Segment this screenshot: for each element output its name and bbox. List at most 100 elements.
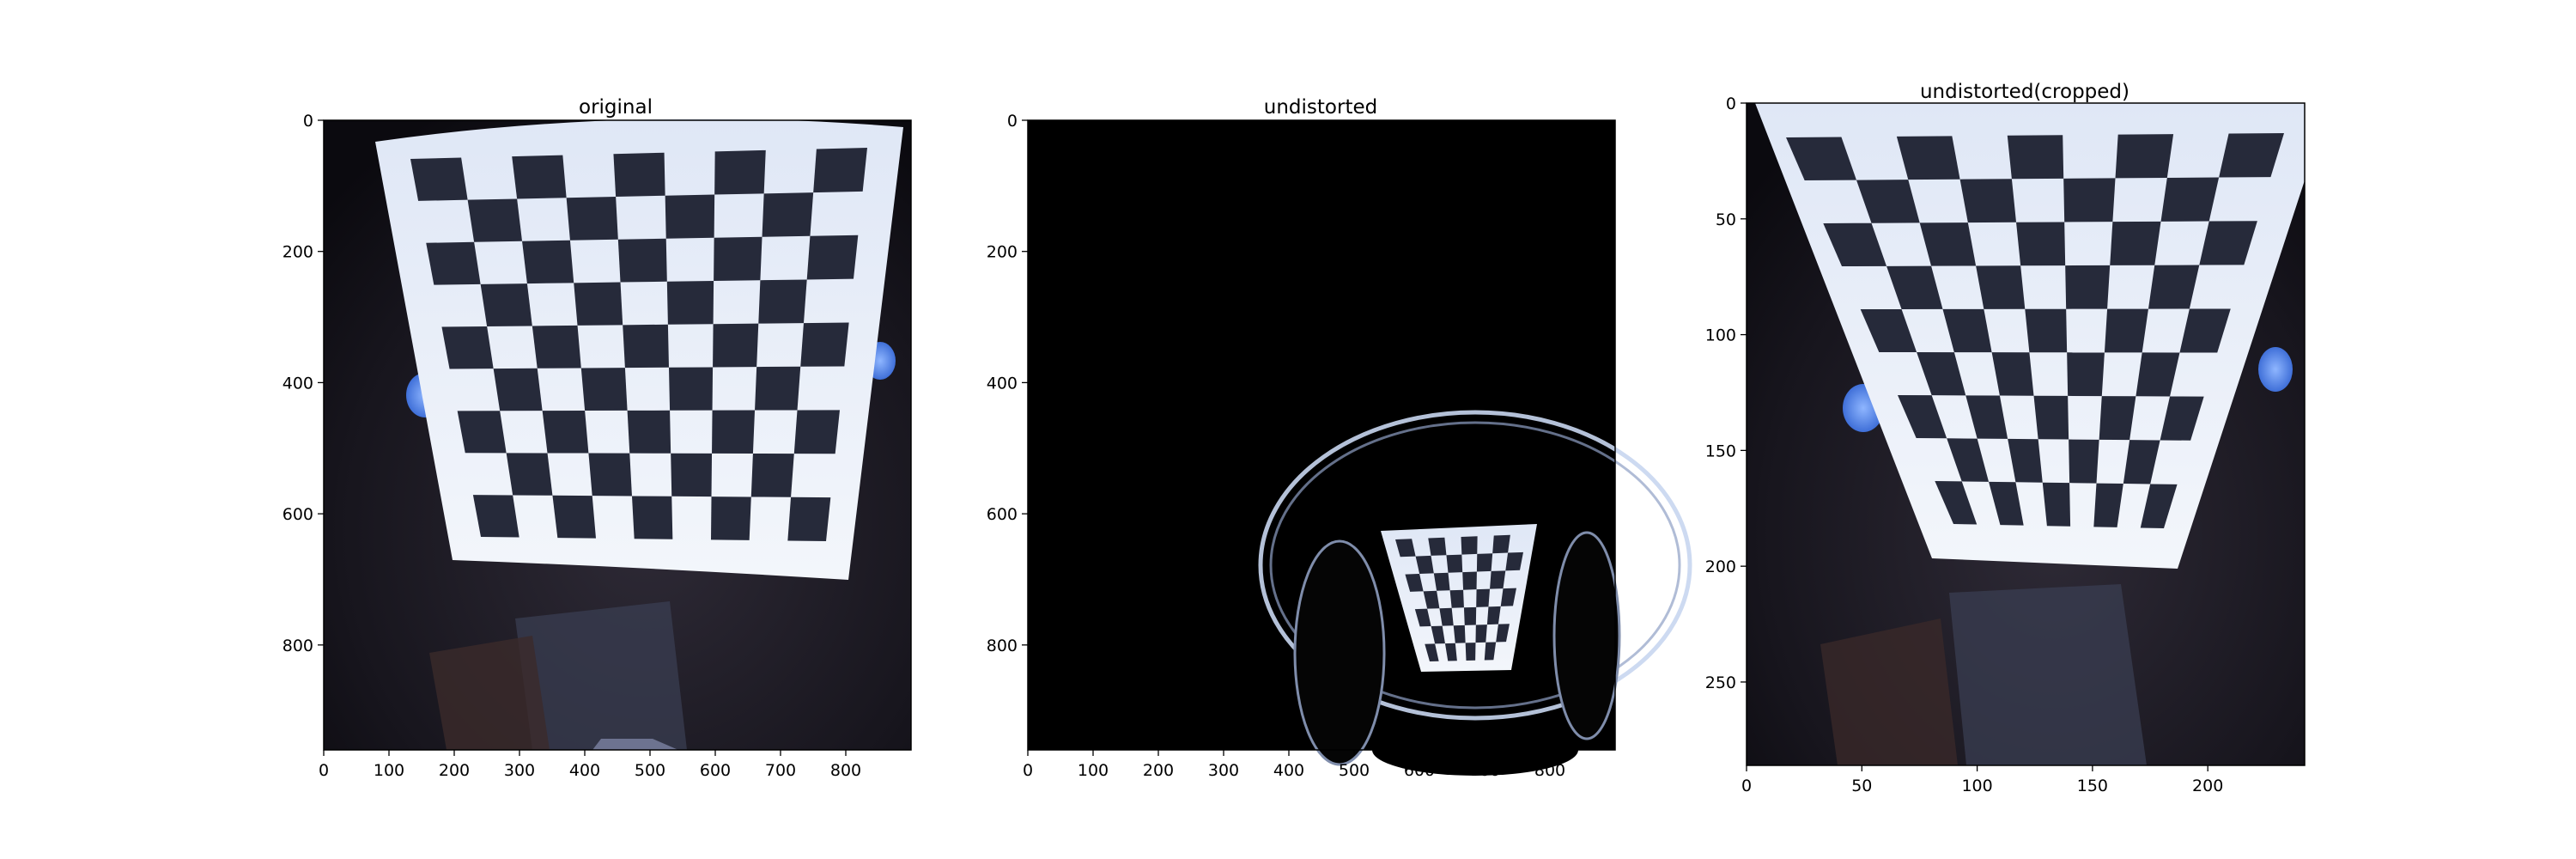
checker-square (2008, 438, 2043, 483)
checker-square (410, 157, 468, 201)
checker-square (1505, 551, 1523, 571)
x-tick-label: 700 (1469, 761, 1500, 780)
checker-square (806, 235, 859, 280)
y-tick-label: 200 (987, 243, 1018, 262)
x-tick-label: 400 (1273, 761, 1304, 780)
axis-ticks: 0 100 200 300 400 500 600 700 800 0 200 400 600 800 (987, 112, 1565, 780)
y-tick-label: 200 (283, 243, 313, 262)
checker-square (2099, 396, 2136, 441)
checker-square (631, 496, 673, 539)
checker-square (713, 323, 759, 368)
checker-square (750, 454, 794, 497)
checker-square (1860, 308, 1917, 353)
checker-square (787, 497, 831, 541)
checker-square (1431, 625, 1445, 644)
checker-square (623, 324, 669, 369)
checker-square (2123, 440, 2160, 484)
checker-square (1959, 179, 2017, 223)
checker-square (1886, 265, 1943, 309)
checker-square (2033, 395, 2069, 440)
checker-square (1405, 573, 1424, 592)
checker-square (566, 197, 618, 241)
x-tick-label: 150 (2077, 777, 2108, 795)
panel-undistorted: undistorted 0 100 200 300 400 500 600 700 800 0 20… (987, 96, 1692, 780)
checker-square (2016, 222, 2066, 266)
x-tick-label: 600 (1404, 761, 1435, 780)
image-undistorted (1028, 120, 1692, 776)
panel-title: undistorted(cropped) (1920, 81, 2129, 103)
image-original (324, 119, 911, 750)
checker-square (666, 281, 714, 325)
checker-square (1823, 222, 1887, 266)
checker-square (1484, 642, 1497, 661)
panel-title: original (579, 96, 653, 119)
checker-square (1947, 438, 1990, 482)
checker-square (1989, 481, 2024, 526)
x-tick-label: 600 (700, 761, 731, 780)
checker-square (1786, 137, 1856, 180)
x-tick-label: 0 (1023, 761, 1033, 780)
checker-square (552, 495, 596, 539)
y-tick-label: 600 (283, 505, 313, 524)
checker-square (1395, 539, 1416, 557)
y-tick-label: 50 (1716, 210, 1736, 229)
checker-square (1898, 395, 1947, 439)
checker-square (755, 366, 801, 411)
checker-square (457, 411, 507, 454)
checker-square (574, 282, 623, 326)
checker-square (2148, 265, 2200, 309)
checker-square (1492, 534, 1510, 554)
checker-square (613, 152, 665, 197)
checker-square (2136, 352, 2180, 397)
checker-square (712, 410, 756, 454)
axes-frame (1027, 119, 1616, 751)
checker-square (441, 326, 494, 369)
checker-square (1453, 624, 1466, 643)
x-tick-label: 300 (1208, 761, 1239, 780)
checker-square (627, 410, 671, 454)
checker-square (467, 198, 523, 242)
checker-square (1414, 608, 1431, 627)
x-tick-label: 500 (1339, 761, 1370, 780)
checker-square (1444, 643, 1457, 661)
checker-square (580, 368, 628, 411)
y-tick-label: 0 (1007, 112, 1018, 131)
panel-title: undistorted (1264, 96, 1377, 119)
checker-square (1465, 643, 1476, 661)
checkerboard-original (410, 148, 867, 541)
y-tick-label: 400 (283, 374, 313, 393)
checker-square (2007, 135, 2064, 180)
panel-original: original 0 100 200 300 400 500 600 700 800 0 200 40… (283, 96, 912, 780)
x-tick-label: 200 (2192, 777, 2223, 795)
checker-square (1415, 555, 1434, 574)
checker-square (1425, 643, 1439, 661)
checker-square (1976, 265, 2026, 309)
checker-square (617, 238, 667, 283)
checker-square (813, 148, 867, 193)
x-tick-label: 50 (1851, 777, 1872, 795)
checker-square (665, 194, 715, 239)
checker-square (2042, 482, 2071, 527)
checker-square (714, 149, 766, 195)
y-tick-label: 800 (283, 637, 313, 655)
checker-square (2110, 221, 2161, 265)
x-tick-label: 700 (765, 761, 796, 780)
checkerboard-undistorted (1395, 534, 1523, 661)
checker-square (1428, 537, 1447, 556)
checker-square (1423, 590, 1440, 609)
x-tick-label: 800 (1534, 761, 1565, 780)
checker-square (668, 367, 714, 411)
checker-square (1917, 352, 1966, 396)
checker-square (1919, 222, 1977, 266)
checker-square (2179, 308, 2231, 353)
checker-square (1500, 588, 1516, 606)
checker-square (2025, 308, 2068, 353)
x-tick-label: 100 (374, 761, 404, 780)
x-tick-label: 800 (830, 761, 861, 780)
checker-square (588, 453, 632, 497)
checker-square (1446, 554, 1463, 573)
checker-square (522, 240, 574, 284)
checker-square (711, 497, 751, 540)
checker-square (1433, 572, 1450, 591)
checker-square (1461, 536, 1478, 555)
